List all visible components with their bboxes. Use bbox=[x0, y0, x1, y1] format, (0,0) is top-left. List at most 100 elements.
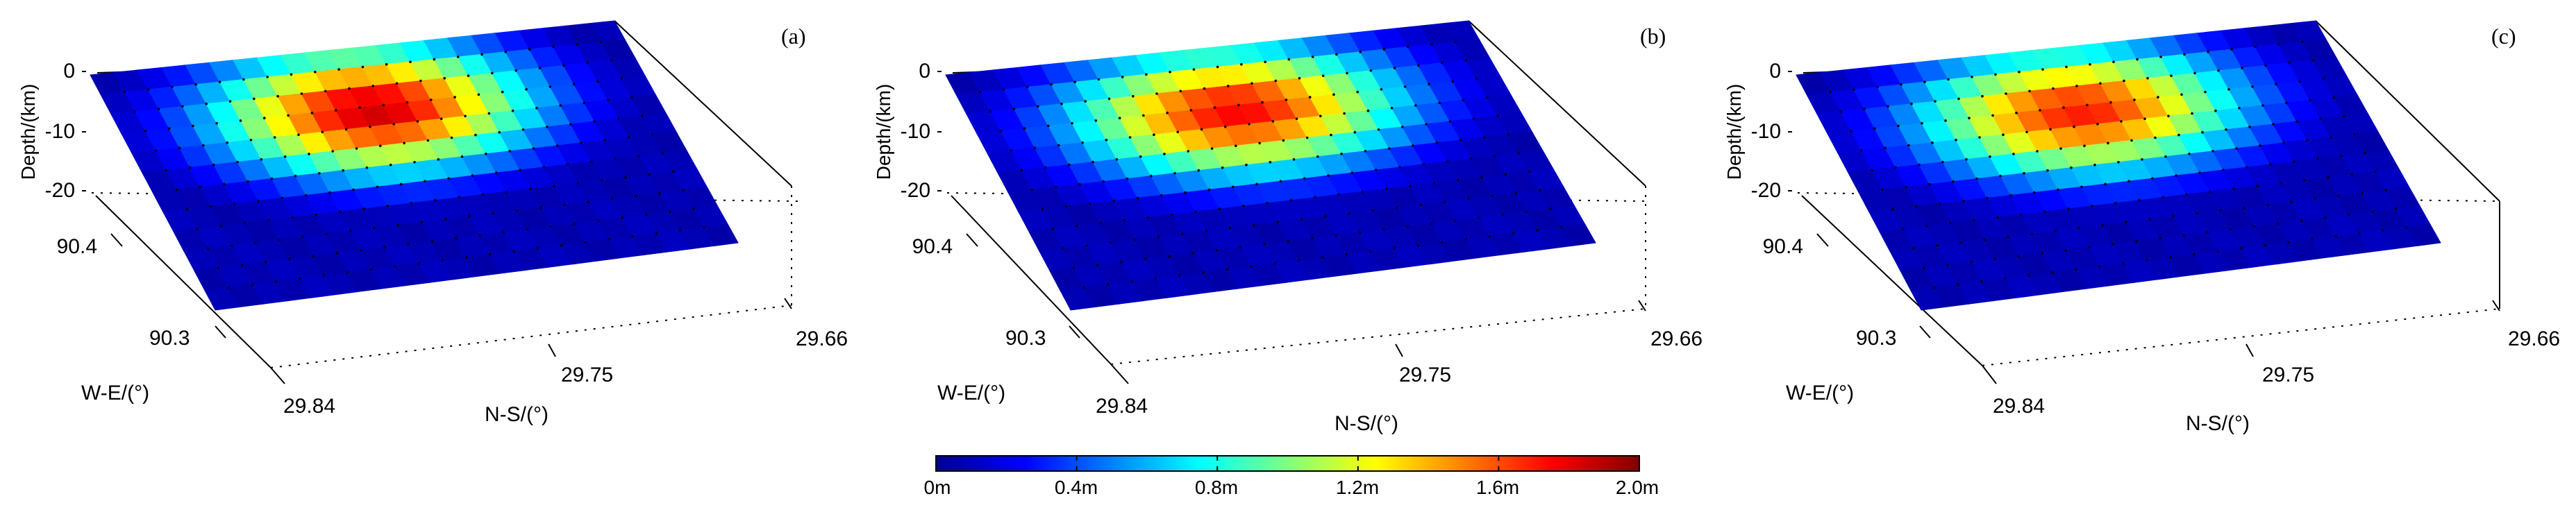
grid-node bbox=[1962, 199, 1965, 203]
grid-node bbox=[1203, 87, 1206, 90]
grid-node bbox=[2075, 85, 2078, 87]
panel-c-slip-cells bbox=[1796, 20, 2441, 311]
grid-node bbox=[171, 85, 174, 89]
grid-node bbox=[587, 200, 590, 203]
grid-node bbox=[529, 187, 532, 191]
grid-node bbox=[607, 99, 610, 102]
grid-node bbox=[471, 174, 474, 177]
grid-node bbox=[430, 99, 433, 101]
grid-node bbox=[2180, 93, 2183, 96]
grid-node bbox=[2206, 231, 2209, 234]
grid-node bbox=[1200, 128, 1203, 131]
panel-a-grid-dots bbox=[123, 40, 705, 289]
grid-node bbox=[1255, 182, 1258, 186]
grid-node bbox=[2064, 248, 2067, 252]
grid-node bbox=[1923, 80, 1926, 83]
grid-node bbox=[2319, 117, 2322, 120]
grid-node bbox=[2358, 232, 2361, 235]
grid-node bbox=[2216, 250, 2219, 253]
grid-node bbox=[2098, 265, 2101, 268]
grid-node bbox=[1218, 207, 1221, 210]
grid-node bbox=[485, 153, 487, 155]
grid-node bbox=[244, 221, 246, 225]
grid-node bbox=[209, 205, 212, 208]
grid-node bbox=[361, 65, 365, 69]
grid-node bbox=[2272, 123, 2275, 126]
grid-node bbox=[1146, 216, 1150, 219]
slip-cell bbox=[2406, 223, 2441, 246]
panel-b-ns-tick-1: 29.75 bbox=[1399, 364, 1451, 386]
grid-node bbox=[1023, 127, 1026, 130]
grid-node bbox=[260, 157, 263, 161]
grid-node bbox=[2065, 65, 2068, 69]
grid-node bbox=[267, 219, 270, 222]
grid-node bbox=[610, 198, 614, 200]
grid-node bbox=[480, 53, 483, 56]
grid-node bbox=[407, 243, 410, 246]
panel-a-we-tick-1: 90.3 bbox=[149, 327, 190, 350]
grid-node bbox=[1422, 163, 1425, 166]
grid-node bbox=[617, 117, 620, 120]
grid-node bbox=[1385, 187, 1388, 191]
grid-node bbox=[566, 163, 569, 166]
grid-node bbox=[651, 133, 654, 136]
grid-node bbox=[1072, 266, 1076, 270]
grid-node bbox=[597, 219, 600, 222]
grid-node bbox=[394, 265, 396, 268]
grid-node bbox=[1894, 166, 1897, 169]
grid-node bbox=[1464, 238, 1467, 241]
grid-node bbox=[620, 78, 623, 80]
grid-node bbox=[1999, 174, 2002, 178]
grid-node bbox=[362, 207, 365, 210]
grid-node bbox=[1871, 169, 1873, 172]
grid-node bbox=[2114, 202, 2117, 205]
panel-c-ns-axis-label: N-S/(°) bbox=[2186, 412, 2250, 435]
grid-node bbox=[1142, 114, 1145, 117]
grid-node bbox=[1248, 123, 1251, 126]
grid-node bbox=[2306, 139, 2309, 142]
grid-node bbox=[419, 79, 422, 83]
grid-node bbox=[369, 268, 373, 271]
grid-node bbox=[2188, 153, 2191, 155]
grid-node bbox=[2230, 48, 2233, 51]
grid-node bbox=[1494, 155, 1496, 157]
grid-node bbox=[1996, 216, 1999, 219]
grid-node bbox=[219, 225, 223, 228]
grid-node bbox=[1060, 102, 1063, 105]
grid-node bbox=[559, 104, 562, 107]
grid-node bbox=[1361, 190, 1364, 194]
grid-node bbox=[2051, 271, 2054, 274]
grid-node bbox=[1120, 260, 1123, 264]
grid-node bbox=[1266, 202, 1269, 205]
grid-node bbox=[1989, 155, 1991, 158]
grid-node bbox=[2253, 225, 2256, 228]
grid-node bbox=[2015, 111, 2018, 114]
grid-node bbox=[511, 109, 515, 112]
grid-node bbox=[661, 151, 664, 155]
grid-node bbox=[583, 101, 586, 104]
grid-node bbox=[621, 216, 624, 219]
grid-node bbox=[1941, 160, 1944, 164]
grid-node bbox=[671, 170, 675, 173]
grid-node bbox=[450, 136, 453, 139]
grid-node bbox=[546, 126, 549, 128]
panel-b-ns-tick-2: 29.66 bbox=[1650, 327, 1703, 350]
grid-node bbox=[505, 190, 508, 194]
grid-node bbox=[1263, 243, 1266, 246]
grid-node bbox=[454, 237, 458, 240]
grid-node bbox=[1873, 127, 1876, 130]
grid-node bbox=[2303, 179, 2306, 182]
grid-node bbox=[1295, 117, 1298, 120]
grid-node bbox=[1128, 136, 1132, 139]
grid-node bbox=[324, 89, 327, 93]
grid-node bbox=[1215, 248, 1219, 252]
grid-node bbox=[1210, 147, 1214, 150]
grid-node bbox=[1382, 48, 1386, 51]
grid-node bbox=[165, 169, 168, 172]
grid-node bbox=[1907, 144, 1910, 147]
grid-node bbox=[335, 252, 339, 255]
panel-a-ns-tick-0: 29.84 bbox=[283, 395, 335, 418]
grid-node bbox=[468, 215, 471, 218]
grid-node bbox=[477, 93, 480, 96]
grid-node bbox=[644, 213, 648, 216]
